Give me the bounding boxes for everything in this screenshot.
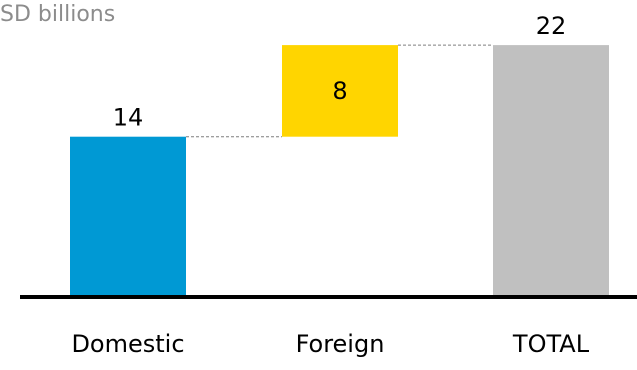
- connectors-layer: [186, 44, 493, 138]
- unit-label: SD billions: [0, 2, 115, 27]
- data-label-total: 22: [536, 12, 567, 40]
- x-tick-label-domestic: Domestic: [71, 330, 184, 358]
- x-tick-labels: Domestic Foreign TOTAL: [71, 330, 589, 358]
- labels-layer: 14 8 22: [113, 12, 567, 132]
- data-label-foreign: 8: [332, 77, 347, 105]
- bar-foreign: [282, 45, 398, 137]
- bar-total: [493, 45, 609, 297]
- x-tick-label-foreign: Foreign: [296, 330, 385, 358]
- bars-layer: [70, 45, 609, 297]
- data-label-domestic: 14: [113, 104, 144, 132]
- bar-domestic: [70, 136, 186, 297]
- x-tick-label-total: TOTAL: [512, 330, 590, 358]
